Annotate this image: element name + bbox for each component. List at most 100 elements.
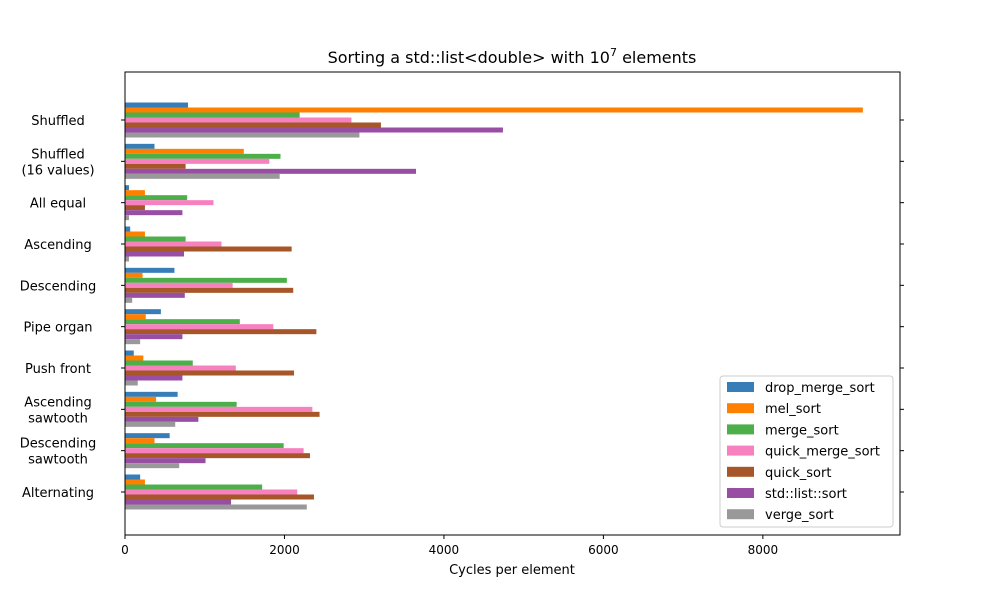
bar [125, 122, 381, 128]
bar [125, 416, 199, 422]
x-tick-label: 0 [121, 543, 129, 557]
bar [125, 319, 240, 325]
x-tick-label: 4000 [429, 543, 460, 557]
bar [125, 309, 161, 315]
bar [125, 210, 183, 216]
bar [125, 158, 270, 164]
y-tick-label: Descending sawtooth [20, 437, 97, 468]
y-tick-label: Pipe organ [23, 321, 92, 336]
bar [125, 334, 183, 340]
bar [125, 190, 145, 196]
y-tick-label: Alternating [22, 486, 94, 501]
bar [125, 401, 237, 407]
y-tick-label: All equal [30, 197, 86, 212]
bar [125, 297, 133, 303]
legend-label: mel_sort [765, 402, 821, 417]
bar [125, 132, 360, 138]
legend-swatch [727, 488, 754, 498]
bar [125, 117, 352, 123]
bar [125, 365, 236, 371]
bar [125, 360, 193, 366]
y-tick-label: Shuffled (16 values) [21, 147, 94, 178]
legend-swatch [727, 382, 754, 392]
bar [125, 484, 263, 490]
bar [125, 256, 129, 262]
bar [125, 102, 188, 108]
bar [125, 107, 863, 113]
x-tick-label: 8000 [748, 543, 779, 557]
bar [125, 504, 307, 510]
y-tick-label: Descending [20, 279, 97, 294]
bar [125, 267, 175, 273]
x-tick-label: 2000 [269, 543, 300, 557]
bar [125, 277, 287, 283]
bar [125, 458, 206, 464]
bar [125, 411, 320, 417]
legend-label: std::list::sort [765, 487, 847, 502]
bar [125, 246, 292, 252]
bar [125, 421, 176, 427]
legend-swatch [727, 403, 754, 414]
bar [125, 438, 155, 444]
bar [125, 127, 503, 133]
bar [125, 443, 284, 449]
bar [125, 380, 138, 386]
legend-label: quick_sort [765, 466, 831, 481]
bar [125, 391, 178, 397]
x-tick-label: 6000 [588, 543, 619, 557]
legend-swatch [727, 509, 754, 520]
bar [125, 287, 294, 293]
bar [125, 272, 143, 278]
bar [125, 292, 185, 298]
bar [125, 168, 417, 174]
legend: drop_merge_sort mel_sort merge_sort quick_m… [719, 375, 894, 528]
legend-label: quick_merge_sort [765, 445, 880, 460]
bar [125, 324, 274, 330]
bar [125, 173, 280, 179]
bar [125, 355, 144, 361]
bar [125, 148, 244, 154]
legend-swatch [727, 424, 754, 435]
bar [125, 433, 170, 439]
legend-box [719, 375, 894, 528]
legend-swatch [727, 466, 754, 477]
bar [125, 231, 145, 237]
bar [125, 226, 131, 232]
bar [125, 215, 129, 221]
bar [125, 185, 129, 191]
bar [125, 200, 214, 206]
bar [125, 479, 145, 485]
x-axis-label: Cycles per element [449, 563, 575, 578]
legend-label: drop_merge_sort [765, 381, 875, 396]
plot-frame [124, 71, 901, 536]
bar [125, 241, 222, 247]
y-tick-label: Ascending sawtooth [24, 395, 91, 426]
bar [125, 406, 313, 412]
bar [125, 370, 295, 376]
legend-swatch [727, 445, 754, 456]
bar [125, 329, 317, 335]
bar [125, 251, 185, 257]
bar [125, 314, 146, 320]
bar [125, 396, 157, 402]
bar [125, 494, 314, 500]
bar [125, 205, 145, 211]
bar [125, 489, 298, 495]
bar [125, 453, 310, 459]
bar [125, 163, 186, 169]
bar [125, 195, 188, 201]
bar [125, 474, 141, 480]
bar [125, 499, 232, 505]
y-tick-label: Ascending [24, 238, 91, 253]
legend-label: merge_sort [765, 423, 839, 438]
y-tick-label: Push front [25, 362, 91, 377]
bar [125, 143, 155, 149]
bar [125, 112, 300, 118]
bar [125, 282, 233, 288]
bar [125, 375, 183, 381]
chart-title: Sorting a std::list<double> with 107 ele… [328, 46, 697, 67]
bar [125, 448, 304, 454]
bar [125, 463, 180, 469]
